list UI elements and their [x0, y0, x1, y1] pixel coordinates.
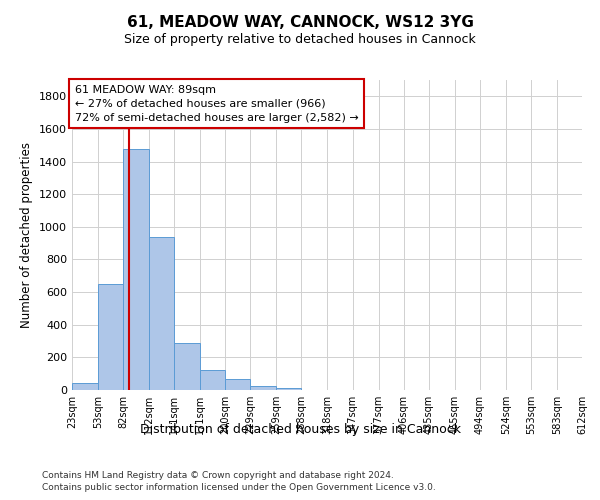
- Bar: [250, 386, 277, 390]
- Y-axis label: Number of detached properties: Number of detached properties: [20, 142, 34, 328]
- Bar: [123, 148, 149, 390]
- Text: Contains HM Land Registry data © Crown copyright and database right 2024.: Contains HM Land Registry data © Crown c…: [42, 471, 394, 480]
- Bar: [149, 238, 174, 390]
- Bar: [277, 388, 301, 390]
- Bar: [200, 370, 225, 390]
- Text: Size of property relative to detached houses in Cannock: Size of property relative to detached ho…: [124, 32, 476, 46]
- Bar: [98, 284, 123, 390]
- Bar: [72, 384, 98, 390]
- Text: 61, MEADOW WAY, CANNOCK, WS12 3YG: 61, MEADOW WAY, CANNOCK, WS12 3YG: [127, 15, 473, 30]
- Text: Distribution of detached houses by size in Cannock: Distribution of detached houses by size …: [139, 422, 461, 436]
- Bar: [225, 380, 250, 390]
- Text: 61 MEADOW WAY: 89sqm
← 27% of detached houses are smaller (966)
72% of semi-deta: 61 MEADOW WAY: 89sqm ← 27% of detached h…: [74, 85, 358, 123]
- Bar: [174, 342, 200, 390]
- Text: Contains public sector information licensed under the Open Government Licence v3: Contains public sector information licen…: [42, 484, 436, 492]
